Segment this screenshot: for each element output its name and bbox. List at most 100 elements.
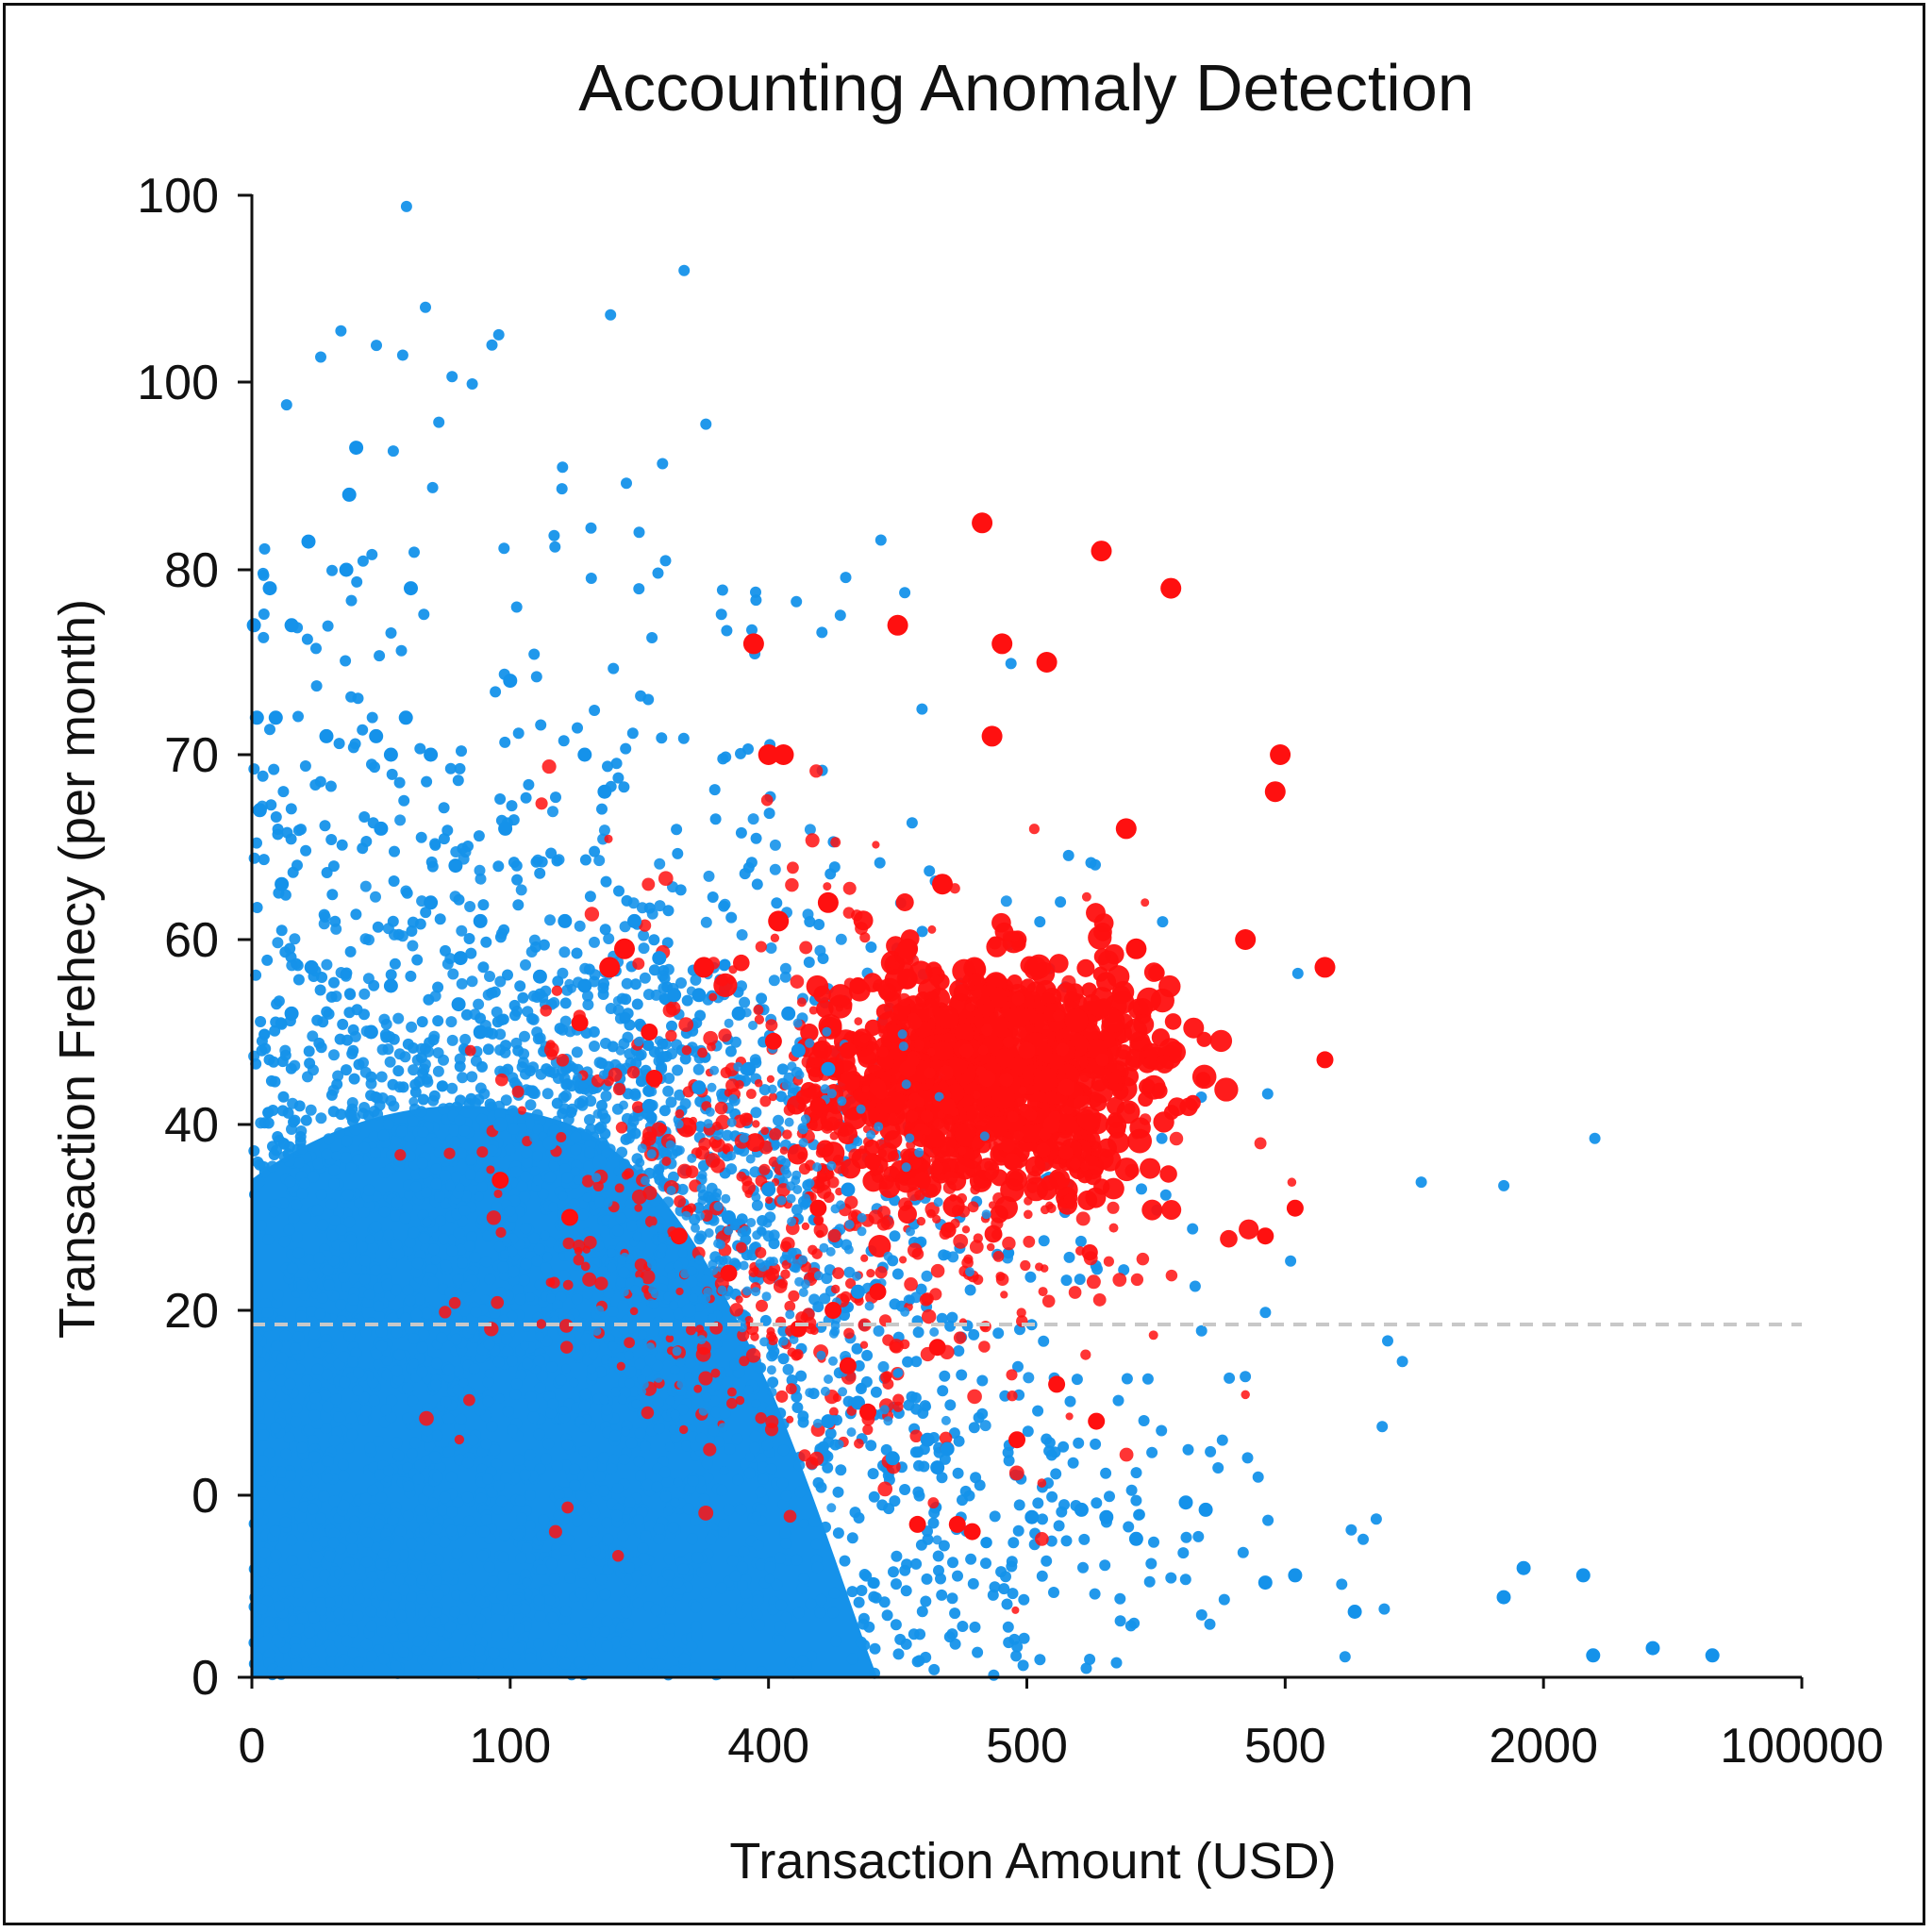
normal-point	[250, 1616, 262, 1628]
normal-point	[520, 1068, 531, 1080]
normal-point	[757, 1461, 769, 1474]
anomaly-point	[1239, 1219, 1259, 1240]
normal-point	[299, 760, 311, 772]
normal-point	[545, 847, 558, 859]
normal-point	[436, 1332, 448, 1344]
normal-point	[277, 786, 290, 798]
normal-point	[601, 1517, 613, 1529]
normal-point	[669, 1665, 681, 1676]
normal-point	[690, 974, 702, 986]
normal-point	[678, 1653, 691, 1665]
normal-point	[528, 934, 541, 946]
normal-point	[691, 1621, 702, 1633]
normal-point	[749, 1441, 760, 1454]
normal-point	[937, 1385, 949, 1397]
normal-point	[533, 1243, 545, 1256]
normal-point	[378, 1013, 391, 1025]
normal-point	[631, 998, 643, 1010]
normal-point	[626, 1662, 639, 1674]
anomaly-point	[1254, 1137, 1267, 1150]
normal-point	[314, 984, 326, 996]
anomaly-point	[954, 1158, 976, 1180]
normal-point	[731, 1433, 743, 1445]
normal-point	[749, 1166, 761, 1178]
normal-point	[510, 601, 523, 613]
normal-point	[366, 1650, 378, 1662]
normal-point	[835, 1464, 847, 1476]
anomaly-point	[899, 1256, 908, 1264]
normal-point	[476, 1463, 489, 1475]
normal-point	[629, 1088, 641, 1100]
normal-point	[454, 762, 466, 774]
normal-point	[692, 1063, 705, 1075]
normal-point	[302, 1530, 314, 1542]
normal-point	[359, 1066, 372, 1078]
normal-point	[572, 1349, 584, 1361]
normal-point	[644, 1520, 657, 1532]
normal-point	[562, 1113, 575, 1125]
normal-point	[457, 1257, 468, 1269]
normal-point	[695, 1432, 708, 1444]
normal-point	[548, 1573, 560, 1585]
anomaly-point	[1011, 1606, 1020, 1614]
normal-point	[564, 1572, 576, 1584]
normal-point	[425, 856, 438, 868]
anomaly-point	[1076, 958, 1095, 977]
normal-point	[582, 1288, 593, 1300]
normal-point	[1110, 1657, 1123, 1669]
normal-point	[378, 1653, 390, 1665]
anomaly-point	[612, 1082, 626, 1096]
normal-point	[1179, 1574, 1191, 1586]
normal-point	[832, 1486, 844, 1498]
normal-point	[944, 1320, 957, 1332]
normal-point	[527, 990, 540, 1002]
normal-point	[774, 1620, 786, 1632]
normal-point	[804, 824, 816, 836]
normal-point	[1237, 1546, 1249, 1558]
normal-point	[525, 1489, 536, 1501]
normal-point	[572, 1515, 584, 1527]
normal-point	[1000, 895, 1012, 908]
normal-point	[679, 1053, 691, 1065]
normal-point	[1114, 1615, 1126, 1627]
normal-point	[1064, 1395, 1076, 1407]
anomaly-point	[1102, 1177, 1124, 1200]
normal-point	[667, 1171, 679, 1183]
normal-point	[326, 1229, 339, 1241]
normal-point	[780, 1611, 792, 1624]
normal-point	[514, 980, 526, 992]
normal-point	[622, 1618, 634, 1630]
anomaly-point	[642, 1186, 658, 1201]
normal-point	[475, 1492, 488, 1505]
normal-point	[548, 997, 560, 1008]
normal-point	[416, 1512, 428, 1524]
anomaly-point	[615, 1122, 628, 1134]
normal-point	[1011, 1641, 1024, 1653]
normal-point	[430, 1379, 441, 1391]
normal-point	[846, 1532, 858, 1544]
normal-point	[429, 1451, 441, 1462]
normal-point	[1058, 1441, 1070, 1453]
normal-point	[499, 736, 511, 748]
normal-point	[534, 1463, 546, 1475]
normal-point	[1080, 1662, 1092, 1674]
normal-point	[484, 971, 495, 982]
normal-point	[465, 1634, 477, 1646]
normal-point	[743, 1467, 756, 1479]
normal-point	[467, 1434, 479, 1446]
anomaly-point	[1086, 1274, 1101, 1290]
normal-point	[335, 1224, 347, 1236]
normal-point	[345, 594, 358, 607]
normal-point	[520, 1171, 532, 1183]
normal-point	[389, 845, 400, 858]
anomaly-point	[800, 1024, 819, 1042]
normal-point	[557, 967, 569, 979]
normal-point	[678, 264, 691, 276]
normal-point	[357, 842, 369, 855]
normal-point	[936, 1312, 948, 1324]
normal-point	[559, 1543, 572, 1556]
normal-point	[454, 1053, 466, 1065]
normal-point	[371, 1091, 383, 1104]
normal-point	[555, 1645, 567, 1657]
normal-point	[292, 1331, 305, 1343]
